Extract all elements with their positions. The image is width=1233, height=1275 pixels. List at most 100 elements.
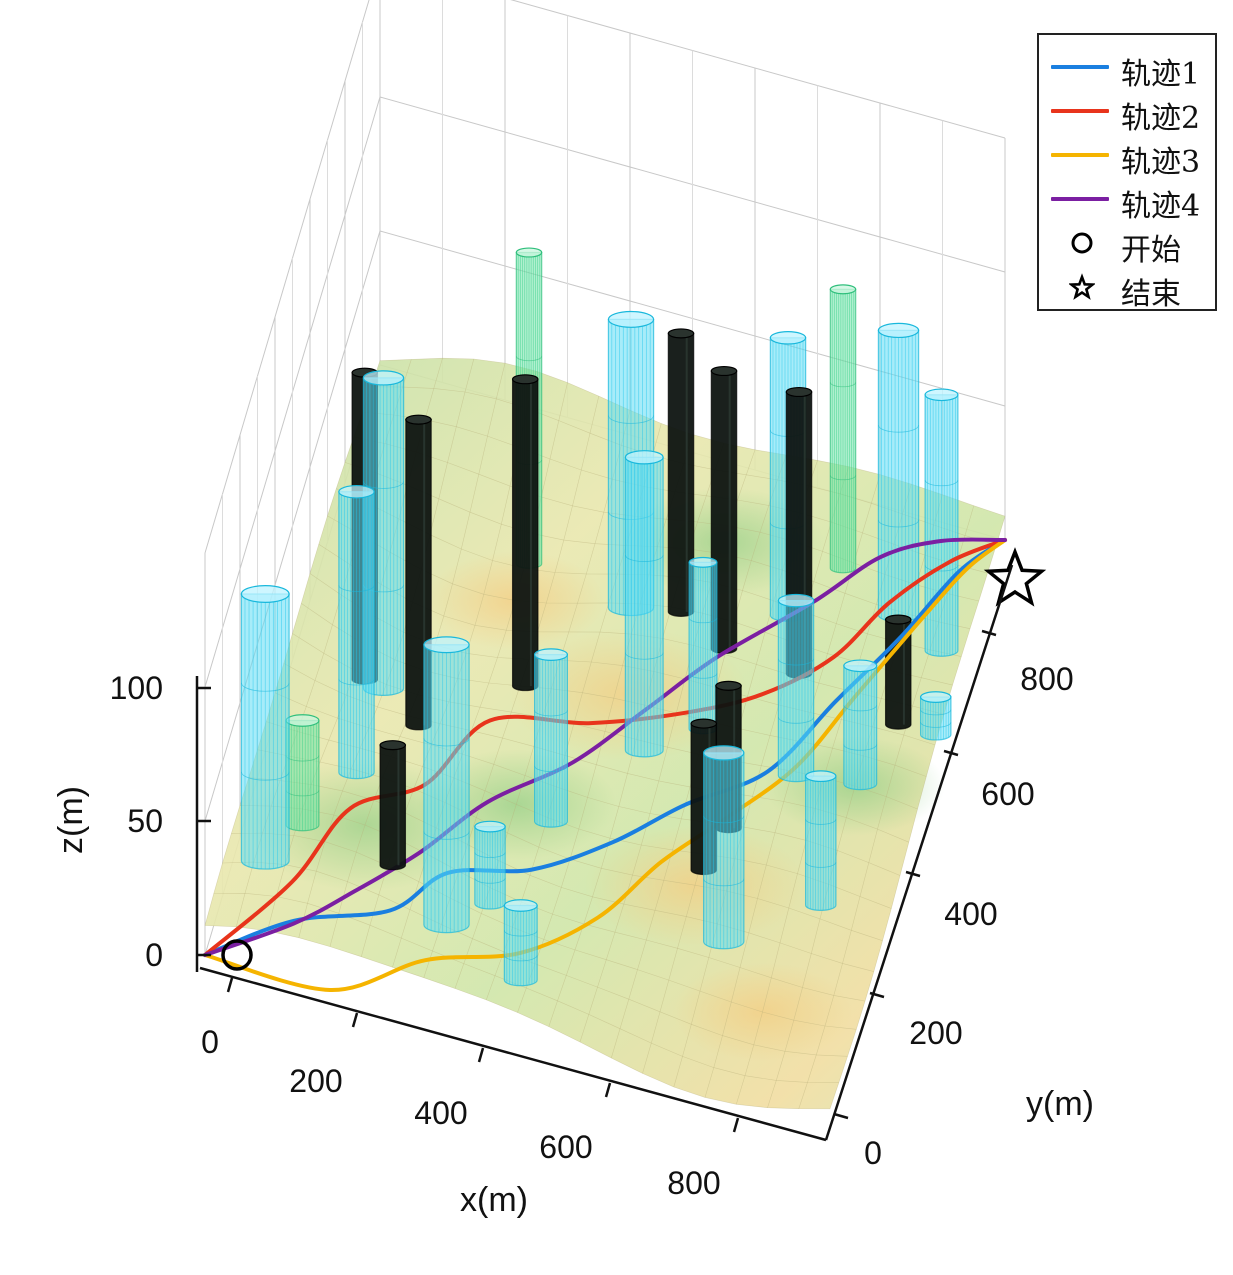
terrain-mesh — [353, 436, 979, 602]
terrain-hill — [672, 962, 853, 1062]
obstacle-cylinder — [877, 322, 920, 623]
cylinder-ring — [924, 565, 959, 572]
grid-line — [204, 0, 1006, 554]
cylinder-ring — [624, 554, 664, 562]
terrain-mesh — [231, 832, 857, 1030]
cylinder-ring — [624, 652, 664, 660]
z-tick-label: 0 — [145, 937, 163, 973]
obstacle-cylinder — [285, 714, 320, 832]
obstacle-cylinder — [919, 691, 952, 741]
cylinder-ring — [805, 819, 837, 825]
y-tick-label: 200 — [909, 1015, 962, 1051]
x-tick-label: 600 — [539, 1129, 592, 1165]
y-tick — [869, 991, 885, 999]
y-axis-line — [824, 564, 1014, 1141]
obstacle-cylinder — [777, 593, 815, 783]
x-tick-label: 200 — [289, 1063, 342, 1099]
legend-label: 轨迹1 — [1121, 57, 1201, 92]
x-tick-label: 400 — [414, 1095, 467, 1131]
cylinder-ring — [877, 519, 920, 528]
cylinder-ring — [688, 617, 718, 624]
terrain-mesh — [213, 892, 839, 1083]
obstacle-cylinder — [667, 328, 695, 617]
cylinder-ring — [843, 744, 878, 751]
legend-line-swatch — [1051, 65, 1109, 69]
cylinder-ring — [920, 709, 952, 716]
legend-line-swatch — [1051, 153, 1109, 157]
end-marker — [983, 547, 1047, 607]
x-tick-label: 800 — [667, 1165, 720, 1201]
legend-item: 轨迹3 — [1039, 135, 1217, 180]
cylinder-ring — [503, 955, 538, 962]
y-tick-label: 0 — [864, 1135, 882, 1171]
legend-item: 轨迹1 — [1039, 47, 1217, 92]
legend-item: 开始 — [1039, 223, 1217, 268]
cylinder-ring — [777, 717, 815, 724]
legend-item: 轨迹2 — [1039, 91, 1217, 136]
y-tick — [981, 629, 997, 637]
cylinder-ring — [362, 481, 405, 489]
terrain-mesh — [283, 663, 909, 843]
start-marker — [221, 939, 253, 971]
legend-item: 结束 — [1039, 267, 1217, 312]
obstacle-cylinder — [924, 388, 959, 657]
x-tick — [226, 977, 234, 993]
y-tick-label: 400 — [944, 896, 997, 932]
end-star-icon — [1069, 273, 1095, 300]
y-tick-label: 600 — [981, 776, 1034, 812]
start-circle-icon — [1071, 232, 1093, 254]
x-tick — [604, 1082, 612, 1098]
terrain-mesh — [673, 466, 850, 1088]
trajectories — [203, 537, 1007, 993]
cylinder-body — [511, 378, 539, 692]
cylinder-ring — [515, 356, 543, 362]
cylinder-top — [690, 718, 718, 729]
cylinder-top — [715, 680, 742, 691]
obstacle-cylinder — [423, 636, 470, 934]
x-axis-label: x(m) — [460, 1181, 528, 1219]
z-tick-label: 100 — [110, 670, 163, 706]
cylinder-top — [688, 556, 718, 568]
cylinder-top — [710, 365, 738, 377]
cylinder-ring — [534, 710, 568, 717]
start-end-markers — [221, 547, 1047, 971]
trajectory-4 — [203, 537, 1007, 957]
legend-label: 轨迹3 — [1121, 145, 1201, 180]
cylinder-top — [829, 284, 857, 295]
cylinder-top — [624, 450, 664, 465]
legend-label: 结束 — [1121, 277, 1181, 312]
cylinder-top — [285, 714, 320, 727]
terrain-mesh — [204, 360, 381, 926]
cylinder-ring — [703, 815, 745, 824]
cylinder-ring — [423, 831, 470, 840]
cylinder-top — [769, 331, 807, 345]
y-tick — [833, 1112, 849, 1120]
cylinder-ring — [241, 682, 290, 692]
cylinder-ring — [423, 737, 470, 747]
cylinder-ring — [777, 658, 815, 666]
cylinder-top — [777, 593, 815, 608]
terrain-mesh — [248, 777, 874, 972]
cylinder-top — [919, 691, 952, 703]
x-tick — [351, 1012, 359, 1028]
obstacle-cylinder — [843, 659, 878, 791]
axes: 0 50 100 z(m) 0 200 400 600 800 x(m) 0 200 400 600 800… — [52, 564, 1094, 1219]
back-grid — [204, 0, 1006, 956]
cylinder-ring — [703, 878, 745, 887]
cylinder-ring — [829, 475, 857, 481]
cylinder-ring — [688, 673, 718, 679]
obstacle-cylinder — [379, 740, 407, 871]
cylinder-top — [405, 414, 432, 425]
cylinder-top — [338, 484, 375, 499]
legend-label: 轨迹2 — [1121, 101, 1201, 136]
cylinder-top — [785, 386, 813, 398]
obstacle-cylinder — [829, 284, 857, 574]
cylinder-ring — [805, 861, 837, 868]
cylinder-top — [533, 648, 568, 661]
obstacle-cylinder — [503, 899, 538, 987]
cylinder-top — [511, 374, 539, 385]
cylinder-ring — [503, 930, 538, 937]
z-tick-label: 50 — [127, 803, 163, 839]
y-tick — [943, 749, 959, 757]
